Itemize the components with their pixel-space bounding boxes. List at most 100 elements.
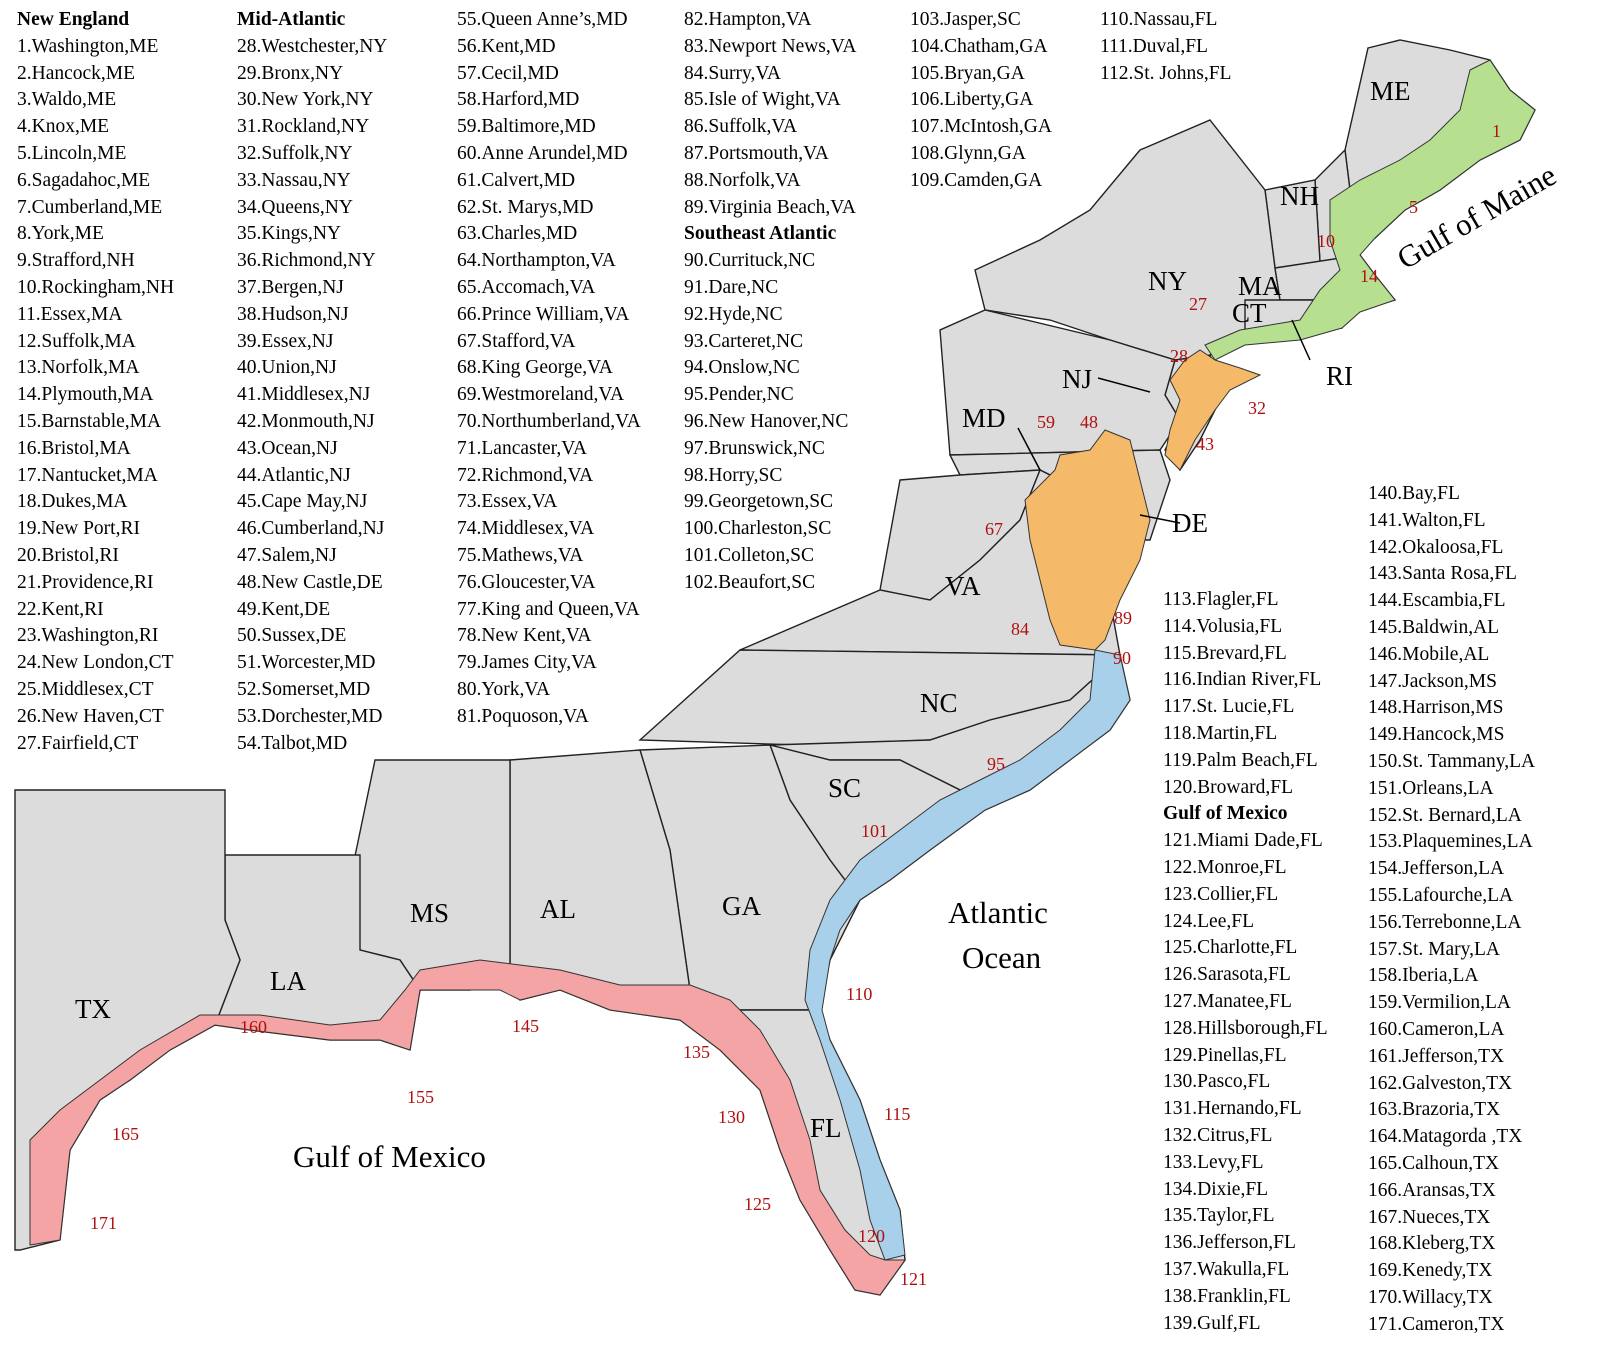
legend-county-entry: 163.Brazoria,TX bbox=[1368, 1099, 1501, 1121]
legend-county-entry: 67.Stafford,VA bbox=[457, 330, 576, 352]
legend-county-entry: 7.Cumberland,ME bbox=[17, 196, 163, 218]
state-label-ma: MA bbox=[1238, 271, 1282, 301]
legend-county-entry: 68.King George,VA bbox=[457, 357, 613, 379]
legend-county-entry: 112.St. Johns,FL bbox=[1100, 62, 1232, 84]
legend-county-entry: 20.Bristol,RI bbox=[17, 544, 119, 566]
legend-county-entry: 52.Somerset,MD bbox=[237, 678, 371, 700]
legend-county-entry: 8.York,ME bbox=[17, 223, 104, 245]
legend-county-entry: 109.Camden,GA bbox=[910, 169, 1043, 191]
region-southeast-atlantic bbox=[804, 649, 1131, 1261]
legend-county-entry: 137.Wakulla,FL bbox=[1163, 1258, 1290, 1280]
legend-column-mid-atlantic: Mid-Atlantic 28.Westchester,NY 29.Bronx,N… bbox=[237, 7, 387, 757]
legend-county-entry: 51.Worcester,MD bbox=[237, 652, 376, 674]
legend-county-entry: 32.Suffolk,NY bbox=[237, 142, 353, 164]
legend-county-entry: 82.Hampton,VA bbox=[684, 9, 812, 30]
legend-county-entry: 160.Cameron,LA bbox=[1368, 1018, 1505, 1040]
legend-county-entry: 111.Duval,FL bbox=[1100, 35, 1208, 57]
legend-county-entry: 92.Hyde,NC bbox=[684, 303, 783, 325]
county-number-48: 48 bbox=[1080, 412, 1098, 432]
legend-county-entry: 152.St. Bernard,LA bbox=[1368, 804, 1522, 826]
legend-county-entry: 159.Vermilion,LA bbox=[1368, 992, 1511, 1014]
legend-county-entry: 75.Mathews,VA bbox=[457, 544, 584, 566]
legend-county-entry: 94.Onslow,NC bbox=[684, 357, 800, 379]
legend-county-entry: 42.Monmouth,NJ bbox=[237, 410, 375, 432]
legend-county-entry: 148.Harrison,MS bbox=[1368, 697, 1504, 719]
legend-county-entry: 45.Cape May,NJ bbox=[237, 491, 368, 513]
region-mid-atlantic bbox=[1164, 349, 1262, 471]
legend-county-entry: 118.Martin,FL bbox=[1163, 722, 1278, 744]
state-label-ny: NY bbox=[1148, 266, 1187, 296]
legend-county-entry: 151.Orleans,LA bbox=[1368, 777, 1494, 799]
legend-column-gulf-2: 140.Bay,FL 141.Walton,FL 142.Okaloosa,FL 14… bbox=[1368, 481, 1535, 1339]
legend-county-entry: 4.Knox,ME bbox=[17, 116, 110, 138]
legend-county-entry: 168.Kleberg,TX bbox=[1368, 1233, 1496, 1255]
county-number-28: 28 bbox=[1170, 346, 1188, 366]
county-number-labels: 1 5 10 14 27 28 32 43 48 59 67 84 89 90 95 101 110 115 120… bbox=[90, 121, 1501, 1289]
coastal-county-regions bbox=[29, 59, 1536, 1296]
legend-county-entry: 60.Anne Arundel,MD bbox=[457, 142, 628, 164]
legend-county-entry: 145.Baldwin,AL bbox=[1368, 616, 1500, 638]
legend-county-entry: 166.Aransas,TX bbox=[1368, 1179, 1496, 1201]
legend-county-entry: 59.Baltimore,MD bbox=[457, 116, 596, 138]
state-label-de: DE bbox=[1172, 508, 1208, 538]
legend-county-entry: 167.Nueces,TX bbox=[1368, 1206, 1491, 1228]
legend-county-entry: 66.Prince William,VA bbox=[457, 303, 630, 325]
legend-county-entry: 28.Westchester,NY bbox=[237, 35, 388, 57]
legend-county-entry: 74.Middlesex,VA bbox=[457, 518, 595, 540]
legend-county-entry: 34.Queens,NY bbox=[237, 196, 353, 218]
legend-county-entry: 146.Mobile,AL bbox=[1368, 643, 1490, 665]
legend-county-entry: 25.Middlesex,CT bbox=[17, 678, 154, 700]
legend-county-entry: 39.Essex,NJ bbox=[237, 330, 334, 352]
legend-county-entry: 53.Dorchester,MD bbox=[237, 705, 383, 727]
legend-county-entry: 156.Terrebonne,LA bbox=[1368, 911, 1522, 933]
legend-county-entry: 85.Isle of Wight,VA bbox=[684, 89, 841, 111]
county-number-59: 59 bbox=[1037, 412, 1055, 432]
legend-county-entry: 110.Nassau,FL bbox=[1100, 9, 1218, 30]
legend-county-entry: 14.Plymouth,MA bbox=[17, 384, 154, 406]
legend-county-entry: 123.Collier,FL bbox=[1163, 883, 1279, 905]
legend-county-entry: 43.Ocean,NJ bbox=[237, 437, 338, 459]
legend-county-entry: 104.Chatham,GA bbox=[910, 35, 1048, 57]
state-label-va: VA bbox=[945, 571, 981, 601]
legend-county-entry: 79.James City,VA bbox=[457, 652, 597, 674]
label-leader-lines bbox=[1017, 319, 1311, 524]
legend-column-new-england: New England 1.Washington,ME 2.Hancock,ME 3… bbox=[17, 7, 174, 757]
legend-county-entry: 142.Okaloosa,FL bbox=[1368, 536, 1504, 558]
legend-county-entry: 54.Talbot,MD bbox=[237, 732, 348, 754]
county-number-1: 1 bbox=[1492, 121, 1501, 141]
legend-county-entry: 65.Accomach,VA bbox=[457, 276, 596, 298]
legend-county-entry: 46.Cumberland,NJ bbox=[237, 518, 385, 540]
county-number-125: 125 bbox=[744, 1194, 771, 1214]
legend-county-entry: 81.Poquoson,VA bbox=[457, 705, 589, 727]
legend-county-entry: 128.Hillsborough,FL bbox=[1163, 1017, 1328, 1039]
legend-county-entry: 62.St. Marys,MD bbox=[457, 196, 594, 218]
state-label-ri: RI bbox=[1326, 361, 1353, 391]
legend-county-entry: 58.Harford,MD bbox=[457, 89, 580, 111]
legend-county-entry: 22.Kent,RI bbox=[17, 598, 104, 620]
legend-column-mid-atlantic-3: 82.Hampton,VA 83.Newport News,VA 84.Surry,… bbox=[684, 7, 856, 597]
legend-county-entry: 37.Bergen,NJ bbox=[237, 276, 344, 298]
legend-county-entry: 117.St. Lucie,FL bbox=[1163, 696, 1295, 718]
legend-county-entry: 6.Sagadahoc,ME bbox=[17, 169, 151, 191]
legend-county-entry: 50.Sussex,DE bbox=[237, 625, 347, 647]
state-label-ga: GA bbox=[722, 891, 761, 921]
county-number-121: 121 bbox=[900, 1269, 927, 1289]
legend-county-entry: 76.Gloucester,VA bbox=[457, 571, 596, 593]
legend-county-entry: 101.Colleton,SC bbox=[684, 544, 815, 566]
legend-county-entry: 26.New Haven,CT bbox=[17, 705, 164, 727]
legend-county-entry: 139.Gulf,FL bbox=[1163, 1312, 1261, 1334]
legend-county-entry: 155.Lafourche,LA bbox=[1368, 884, 1514, 906]
legend-county-entry: 61.Calvert,MD bbox=[457, 169, 576, 191]
legend-county-entry: 158.Iberia,LA bbox=[1368, 965, 1479, 987]
legend-county-entry: 121.Miami Dade,FL bbox=[1163, 830, 1323, 852]
legend-county-entry: 141.Walton,FL bbox=[1368, 509, 1486, 531]
county-number-155: 155 bbox=[407, 1087, 434, 1107]
legend-county-entry: 77.King and Queen,VA bbox=[457, 598, 640, 620]
county-number-43: 43 bbox=[1196, 434, 1214, 454]
legend-county-entry: 70.Northumberland,VA bbox=[457, 410, 641, 432]
state-label-ct: CT bbox=[1232, 298, 1267, 328]
legend-county-entry: 114.Volusia,FL bbox=[1163, 615, 1283, 637]
legend-county-entry: 134.Dixie,FL bbox=[1163, 1178, 1269, 1200]
legend-county-entry: 91.Dare,NC bbox=[684, 276, 779, 298]
